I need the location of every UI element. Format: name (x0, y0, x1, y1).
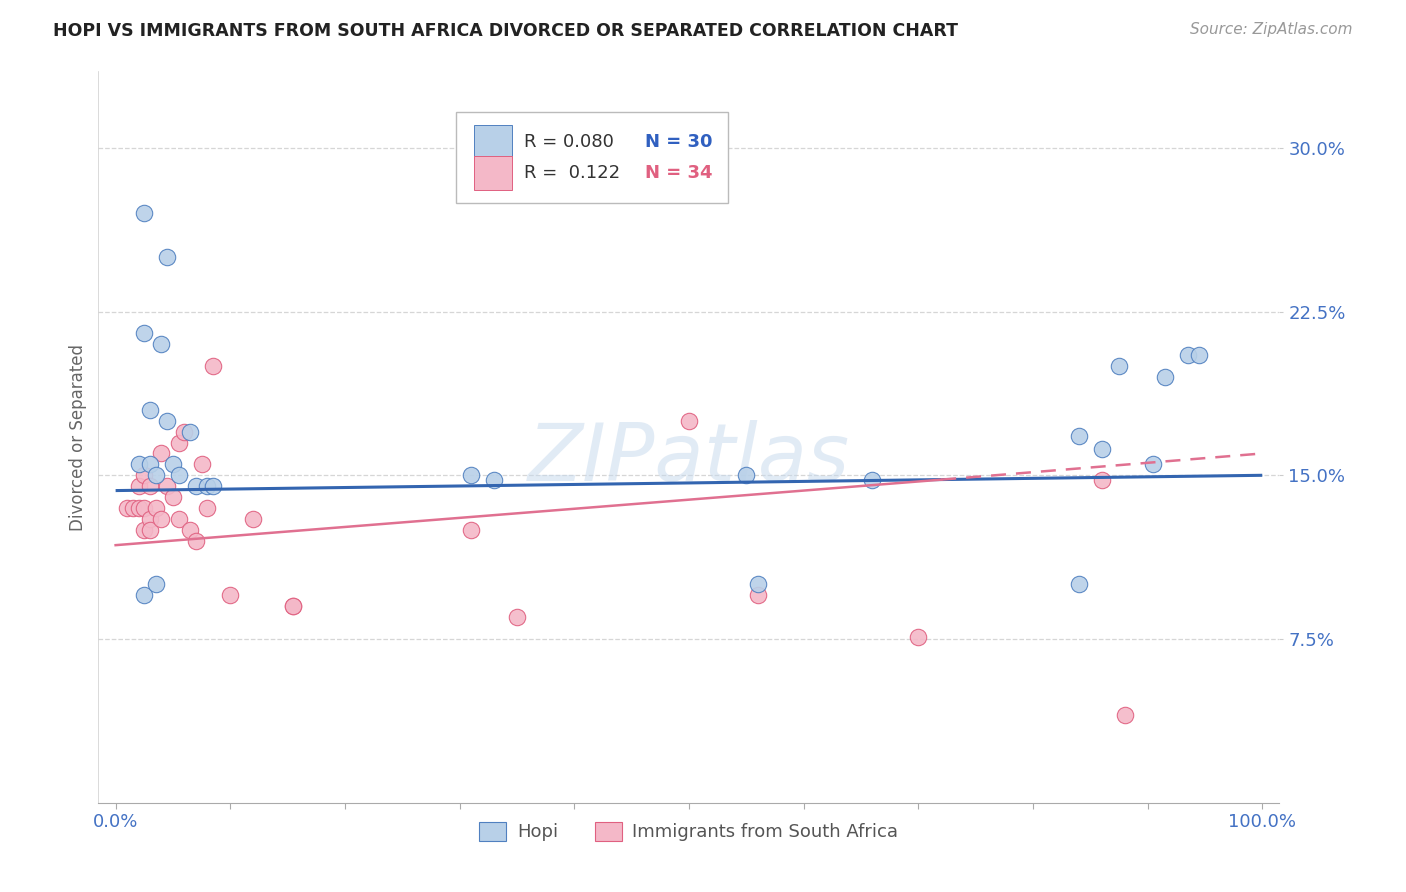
Point (128, 458, 150, 472)
Point (134, 206, 156, 220)
Point (506, 610, 529, 624)
Y-axis label: Divorced or Separated: Divorced or Separated (69, 343, 87, 531)
Point (1091, 442, 1114, 456)
Point (128, 501, 150, 516)
Point (134, 588, 156, 602)
Point (1153, 370, 1175, 384)
Point (1188, 348, 1211, 362)
FancyBboxPatch shape (474, 156, 512, 190)
Point (1067, 429, 1090, 443)
Point (460, 523, 482, 537)
Point (145, 577, 167, 591)
Point (134, 326, 156, 341)
Point (134, 501, 156, 516)
Point (139, 479, 162, 493)
Text: R = 0.080: R = 0.080 (523, 133, 613, 151)
Point (128, 479, 150, 493)
Point (202, 479, 225, 493)
Point (167, 512, 190, 526)
FancyBboxPatch shape (457, 112, 728, 203)
Legend: Hopi, Immigrants from South Africa: Hopi, Immigrants from South Africa (472, 814, 905, 848)
Point (134, 468, 156, 483)
Point (860, 473, 883, 487)
Point (156, 250, 179, 264)
Text: N = 34: N = 34 (645, 164, 713, 182)
Point (747, 588, 769, 602)
Point (747, 577, 769, 591)
Point (190, 458, 212, 472)
Point (678, 414, 700, 428)
Point (139, 523, 162, 537)
Point (1108, 359, 1130, 373)
Point (139, 458, 162, 472)
Point (184, 479, 207, 493)
Point (1142, 458, 1164, 472)
Point (195, 479, 218, 493)
Point (1114, 708, 1136, 723)
Point (195, 501, 218, 516)
Point (242, 512, 264, 526)
Text: Source: ZipAtlas.com: Source: ZipAtlas.com (1189, 22, 1353, 37)
Point (460, 468, 482, 483)
Point (1067, 577, 1090, 591)
Text: ZIPatlas: ZIPatlas (527, 420, 851, 498)
Text: N = 30: N = 30 (645, 133, 713, 151)
Point (1177, 348, 1199, 362)
Point (283, 599, 305, 614)
Point (134, 523, 156, 537)
Point (121, 501, 143, 516)
Point (167, 435, 190, 450)
Point (735, 468, 758, 483)
Point (162, 490, 184, 504)
Point (145, 468, 167, 483)
Point (283, 599, 305, 614)
Point (150, 337, 173, 351)
Point (139, 512, 162, 526)
Point (150, 512, 173, 526)
Point (202, 359, 225, 373)
Point (167, 468, 190, 483)
Point (184, 533, 207, 548)
Point (145, 501, 167, 516)
Point (156, 479, 179, 493)
Point (162, 458, 184, 472)
Point (482, 473, 505, 487)
Point (219, 588, 242, 602)
Point (1091, 473, 1114, 487)
Point (179, 425, 201, 439)
Point (156, 414, 179, 428)
Point (150, 446, 173, 460)
Text: R =  0.122: R = 0.122 (523, 164, 620, 182)
Point (115, 501, 138, 516)
Point (173, 425, 195, 439)
Text: HOPI VS IMMIGRANTS FROM SOUTH AFRICA DIVORCED OR SEPARATED CORRELATION CHART: HOPI VS IMMIGRANTS FROM SOUTH AFRICA DIV… (53, 22, 959, 40)
Point (907, 630, 929, 644)
Point (179, 523, 201, 537)
Point (139, 402, 162, 417)
FancyBboxPatch shape (474, 125, 512, 159)
